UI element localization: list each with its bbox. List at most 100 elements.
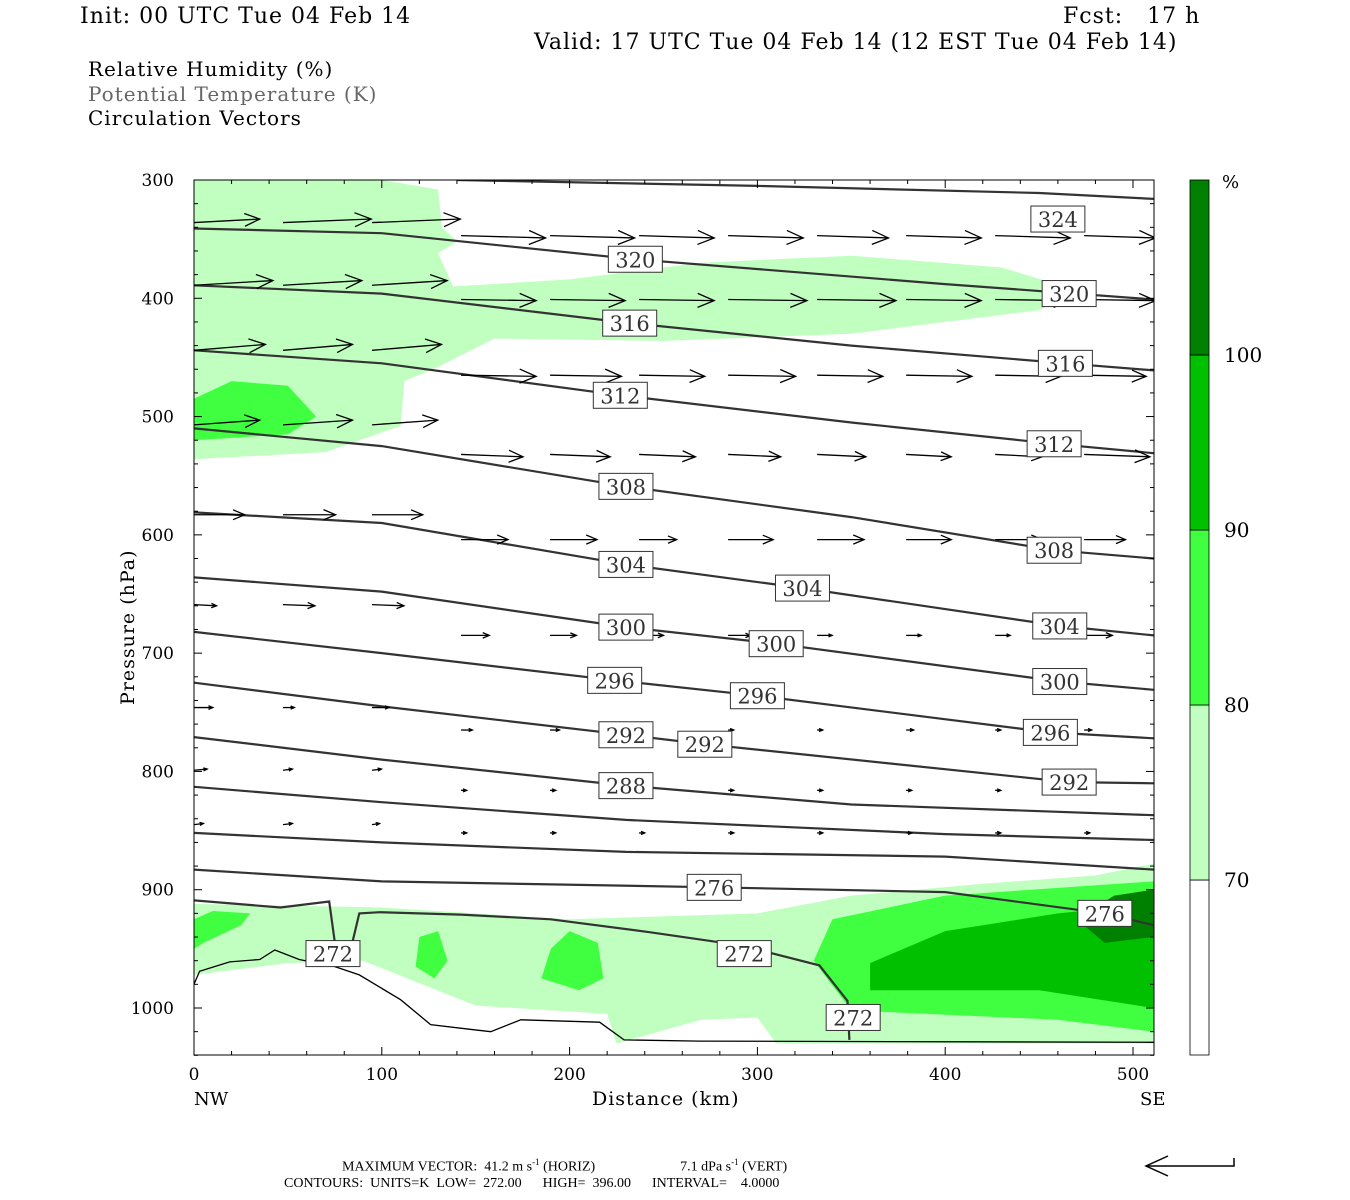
isentrope-label: 304 — [606, 553, 646, 577]
circulation-vector — [995, 830, 1003, 836]
vector-shaft — [728, 374, 796, 378]
isentrope-300 — [194, 576, 1154, 691]
isentrope-label: 316 — [1045, 352, 1085, 376]
legend-theta: Potential Temperature (K) — [88, 82, 378, 106]
circulation-vector — [461, 368, 538, 384]
x-axis-label: Distance (km) — [592, 1088, 740, 1110]
reference-vector-icon — [1144, 1155, 1235, 1177]
isentrope-label: 304 — [1040, 615, 1080, 639]
vector-head — [604, 368, 624, 384]
isentrope-label-box — [1026, 430, 1082, 458]
vector-head — [956, 369, 974, 384]
y-axis-label: Pressure (hPa) — [117, 549, 139, 705]
circulation-vector — [728, 534, 775, 545]
circulation-vector — [550, 788, 558, 793]
circulation-vector — [461, 449, 525, 463]
vector-head — [1087, 727, 1094, 733]
isentrope-272 — [346, 911, 851, 1040]
max-vector-vert: 7.1 dPa s — [680, 1159, 732, 1175]
vector-head — [208, 705, 215, 710]
vector-shaft — [817, 374, 883, 378]
circulation-vector — [282, 601, 317, 610]
isentrope-label: 304 — [782, 577, 822, 601]
circulation-vector — [1084, 229, 1154, 245]
isentrope-label: 324 — [1038, 208, 1078, 232]
x-tick-label: 100 — [366, 1065, 398, 1085]
vector-head — [1053, 229, 1072, 246]
vector-head — [940, 534, 953, 545]
x-tick-label: 0 — [189, 1065, 200, 1085]
forecast-hour: Fcst: 17 h — [1063, 4, 1201, 29]
vector-shaft — [906, 453, 952, 458]
colorbar-level-label: 80 — [1224, 693, 1249, 717]
circulation-vector — [550, 368, 624, 384]
isentrope-label-box — [1037, 349, 1093, 377]
vector-shaft — [372, 218, 461, 224]
vector-head — [964, 292, 983, 309]
circulation-vector — [817, 727, 825, 733]
vector-head — [244, 212, 262, 227]
circulation-vector — [283, 705, 296, 710]
isentrope-284 — [194, 785, 1154, 842]
isentrope-label-box — [677, 730, 733, 758]
circulation-vector — [728, 450, 783, 462]
circulation-vector — [728, 788, 736, 793]
vector-head — [871, 229, 891, 245]
vector-head — [682, 450, 698, 463]
vector-shaft — [550, 453, 611, 458]
vector-head — [551, 788, 558, 793]
isentrope-label-box — [1077, 899, 1133, 927]
isentrope-label: 312 — [1034, 433, 1074, 457]
y-tick-label: 1000 — [131, 999, 174, 1019]
isentrope-label-box — [592, 381, 648, 409]
colorbar-swatch — [1189, 179, 1210, 356]
vector-shaft — [194, 419, 260, 426]
isentrope-label: 312 — [600, 384, 640, 408]
circulation-vector — [461, 632, 491, 639]
vector-head — [828, 633, 834, 638]
circulation-vector — [639, 830, 647, 836]
colorbar: 70 80 90 100 — [1189, 179, 1262, 1056]
circulation-vector — [906, 369, 974, 384]
isentrope-label: 320 — [1049, 283, 1089, 307]
isentrope-label: 276 — [694, 876, 734, 900]
circulation-vector — [728, 292, 809, 309]
circulation-vector — [371, 821, 382, 827]
circulation-vector — [372, 705, 391, 710]
vector-head — [555, 727, 562, 733]
vector-head — [867, 369, 885, 384]
legend-vectors: Circulation Vectors — [88, 106, 302, 130]
vector-head — [243, 414, 262, 429]
isentrope-label-box — [598, 550, 654, 578]
init-time: Init: 00 UTC Tue 04 Feb 14 — [80, 4, 412, 29]
isentrope-label-box — [598, 772, 654, 800]
vector-head — [779, 368, 798, 384]
circulation-vector — [1084, 369, 1148, 383]
vector-shaft — [1084, 234, 1154, 239]
vector-shaft — [639, 453, 696, 458]
vector-head — [424, 338, 444, 354]
vector-shaft — [1084, 453, 1150, 458]
circulation-vector — [282, 821, 295, 827]
vector-head — [307, 601, 317, 610]
vector-shaft — [372, 603, 404, 607]
circulation-vector — [461, 830, 469, 836]
circulation-vector — [550, 830, 558, 836]
vector-shaft — [550, 298, 626, 302]
y-tick-label: 500 — [142, 408, 174, 428]
circulation-vector — [371, 414, 440, 429]
vector-head — [1115, 534, 1128, 545]
vector-head — [443, 212, 462, 228]
vector-head — [790, 292, 809, 309]
isentrope-304 — [194, 511, 1154, 637]
circulation-vector — [282, 273, 364, 290]
circulation-vector — [550, 727, 562, 733]
circulation-vector — [728, 830, 736, 836]
vector-head — [468, 727, 474, 733]
circulation-vector — [372, 601, 406, 610]
circulation-vector — [906, 727, 916, 733]
circulation-vector — [461, 534, 510, 545]
vector-shaft — [461, 453, 524, 458]
isentrope-label: 296 — [737, 685, 777, 709]
